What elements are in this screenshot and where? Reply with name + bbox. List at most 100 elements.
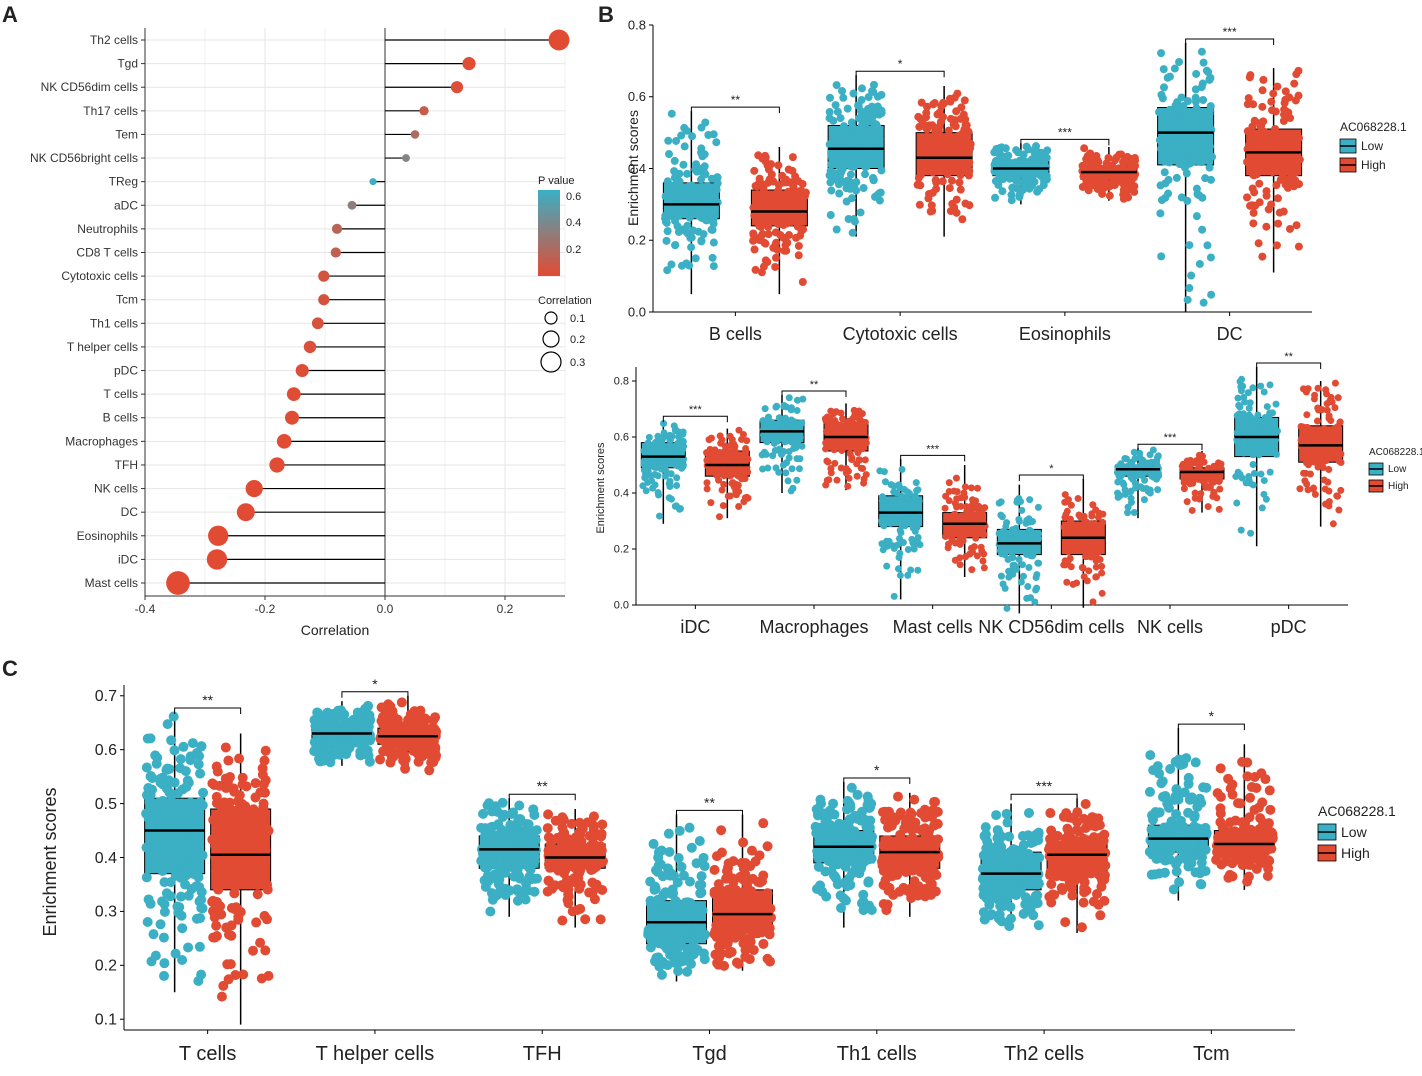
y-tick-label: NK cells <box>94 482 138 496</box>
significance-bracket <box>855 70 945 78</box>
data-point-high <box>560 880 571 891</box>
data-point-low <box>1176 149 1185 158</box>
data-point-high <box>920 812 931 823</box>
data-point-high <box>949 136 958 145</box>
data-point-high <box>706 445 714 453</box>
data-point-low <box>994 180 1003 189</box>
data-point-high <box>732 488 740 496</box>
data-point-high <box>916 181 925 190</box>
data-point-high <box>969 526 977 534</box>
data-point-high <box>208 895 219 906</box>
data-point-low <box>912 479 920 487</box>
data-point-low <box>682 126 691 135</box>
y-tick-label: T cells <box>104 387 138 401</box>
data-point-low <box>1029 517 1037 525</box>
y-tick-label: Tgd <box>117 57 138 71</box>
data-point-low <box>171 834 182 845</box>
data-point-high <box>965 201 974 210</box>
data-point-low <box>676 861 687 872</box>
data-point-low <box>860 128 869 137</box>
data-point-high <box>557 915 568 926</box>
data-point-low <box>365 734 376 745</box>
data-point-low <box>873 92 882 101</box>
data-point-low <box>1267 437 1275 445</box>
data-point-low <box>1189 157 1198 166</box>
data-point-low <box>840 131 849 140</box>
data-point-high <box>1255 198 1264 207</box>
data-point-high <box>1245 128 1254 137</box>
data-point-high <box>961 164 970 173</box>
data-point-high <box>920 140 929 149</box>
data-point-high <box>839 415 847 423</box>
legend-size-tick: 0.2 <box>570 334 585 346</box>
data-point-high <box>861 418 869 426</box>
significance-label: * <box>1049 463 1054 475</box>
legend-size-title: Correlation <box>538 295 592 307</box>
data-point-low <box>1267 449 1275 457</box>
data-point-high <box>842 469 850 477</box>
data-point-low <box>891 497 899 505</box>
data-point-low <box>1199 58 1208 67</box>
data-point-low <box>711 184 720 193</box>
data-point-high <box>746 845 757 856</box>
data-point-low <box>664 150 673 159</box>
data-point-high <box>1083 844 1094 855</box>
data-point-low <box>1173 140 1182 149</box>
data-point-low <box>1026 526 1034 534</box>
data-point-high <box>1062 529 1070 537</box>
significance-bracket <box>662 415 728 423</box>
data-point-high <box>787 218 796 227</box>
data-point-high <box>945 497 953 505</box>
data-point-low <box>640 447 648 455</box>
data-point-low <box>654 489 662 497</box>
data-point-high <box>428 715 439 726</box>
data-point-low <box>645 433 653 441</box>
data-point-low <box>911 527 919 535</box>
data-point-high <box>737 918 748 929</box>
data-point-high <box>1216 485 1224 493</box>
data-point-high <box>1044 842 1055 853</box>
data-point-low <box>829 136 838 145</box>
data-point-low <box>901 522 909 530</box>
data-point-high <box>951 116 960 125</box>
data-point-high <box>1052 830 1063 841</box>
data-point-low <box>1170 64 1179 73</box>
data-point-high <box>1258 252 1267 261</box>
data-point-low <box>793 406 801 414</box>
data-point-low <box>906 489 914 497</box>
data-point-high <box>1195 451 1203 459</box>
data-point-high <box>920 831 931 842</box>
data-point-low <box>1246 399 1254 407</box>
data-point-low <box>1009 554 1017 562</box>
data-point-high <box>798 202 807 211</box>
data-point-high <box>880 814 891 825</box>
data-point-high <box>758 818 769 829</box>
data-point-low <box>1193 136 1202 145</box>
data-point-high <box>827 407 835 415</box>
y-tick-label: Tcm <box>116 293 138 307</box>
data-point-low <box>649 884 660 895</box>
data-point-low <box>878 517 886 525</box>
data-point-high <box>747 873 758 884</box>
data-point-high <box>933 110 942 119</box>
significance-bracket <box>1020 138 1110 146</box>
data-point-low <box>904 546 912 554</box>
data-point-high <box>1080 798 1091 809</box>
data-point-low <box>793 396 801 404</box>
data-point-high <box>709 864 720 875</box>
data-point-high <box>963 508 971 516</box>
data-point-high <box>764 230 773 239</box>
data-point-low <box>164 845 175 856</box>
data-point-low <box>685 901 696 912</box>
data-point-high <box>854 414 862 422</box>
data-point-low <box>683 169 692 178</box>
data-point-low <box>1029 551 1037 559</box>
data-point-low <box>667 260 676 269</box>
data-point-low <box>671 427 679 435</box>
data-point-high <box>936 117 945 126</box>
data-point-low <box>680 142 689 151</box>
lollipop-dot <box>330 247 341 258</box>
data-point-low <box>1195 259 1204 268</box>
data-point-low <box>836 902 847 913</box>
data-point-low <box>686 842 697 853</box>
